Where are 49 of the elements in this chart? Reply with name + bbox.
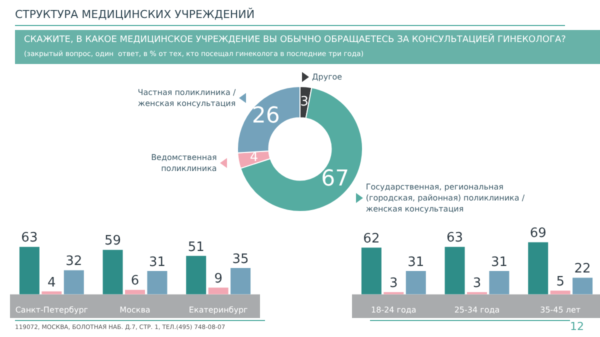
data-label: 59 [104,234,122,249]
data-label: 31 [148,254,166,270]
x-tick-label: Москва [120,305,150,314]
bar [19,246,40,294]
bar [528,242,548,294]
bar [147,270,168,294]
bar [444,246,465,294]
chart-subtitle: СКАЖИТЕ, В КАКОЕ МЕДИЦИНСКОЕ УЧРЕЖДЕНИЕ ВЫ ОБЫЧНО ОБРАЩАЕТЕСЬ ЗА КОНСУЛЬТАЦИЕЙ ГИНЕКОЛОГА? [24,35,566,45]
text: 12 [570,320,584,333]
data-label: 31 [408,254,424,270]
data-label: 63 [446,230,464,246]
data-label: 35 [232,252,249,267]
slice-label: Другое [312,71,344,82]
slice-label: Ведомственная поликлиника [150,152,217,174]
data-label: 4 [48,275,56,290]
data-label: 5 [556,274,564,290]
slice-label: Частная поликлиника / женская консультация [136,87,236,109]
data-label: 62 [363,231,380,246]
bar [102,250,123,294]
data-label: 69 [530,226,546,242]
bar [489,270,510,294]
data-label: 3 [472,276,482,292]
x-tick-label: 35-45 лет [540,305,581,314]
data-label: 67 [321,166,350,192]
data-label: 9 [214,271,222,286]
data-label: 3 [390,276,398,292]
data-label: 4 [250,150,258,166]
bar [64,270,84,294]
data-label: 22 [574,262,591,277]
data-label: 63 [21,230,38,246]
x-tick-label: 18-24 года [371,305,416,314]
data-label: 26 [252,104,280,129]
x-tick-label: 25-34 года [454,305,500,314]
data-label: 32 [66,254,82,270]
data-label: 3 [300,94,309,110]
bar [361,248,382,294]
bar [550,290,570,294]
bar [230,268,251,294]
data-label: 31 [490,254,508,270]
bar [208,288,228,294]
legend-label: Государственная, региональная (городская, районная) поликлиника / женская консультация [366,182,526,215]
x-tick-label: Екатеринбург [188,305,248,314]
bar [406,270,426,294]
bar [186,256,206,294]
data-label: 51 [188,240,204,255]
x-tick-label: Санкт-Петербург [15,305,88,314]
bar [572,278,593,294]
chart-title: СТРУКТУРА МЕДИЦИНСКИХ УЧРЕЖДЕНИЙ [15,8,255,21]
data-label: 6 [130,274,140,289]
